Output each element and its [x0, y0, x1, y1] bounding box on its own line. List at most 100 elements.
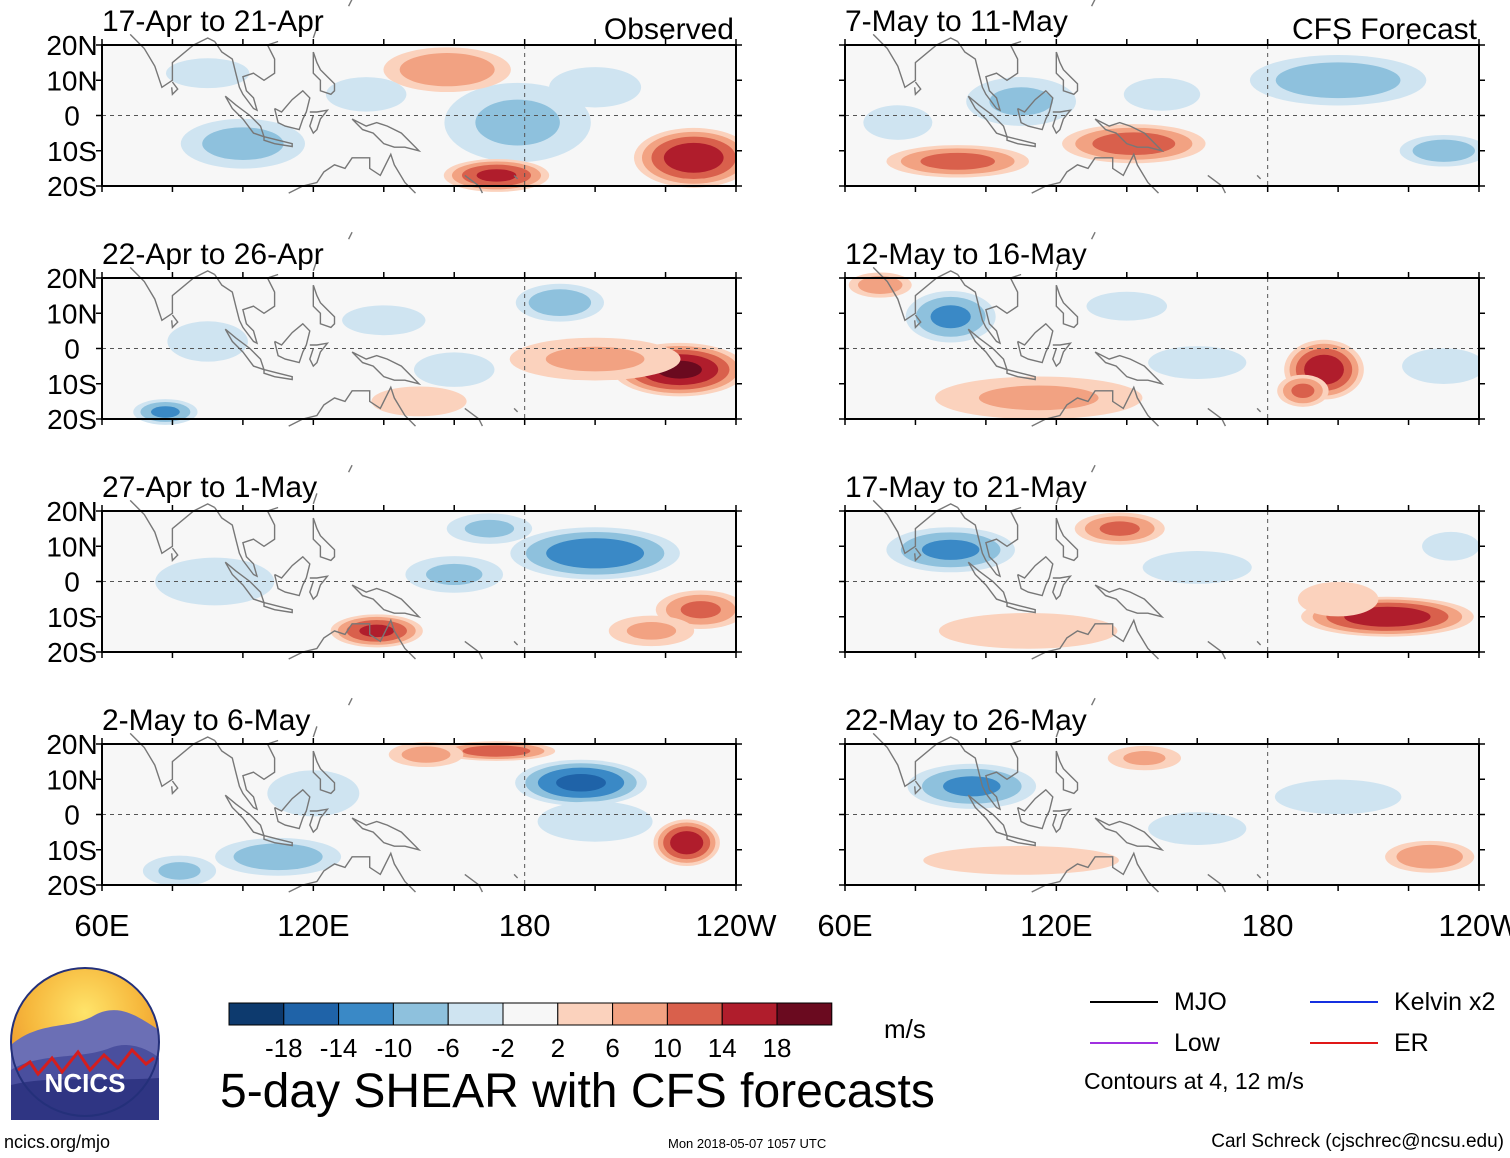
coastline: [872, 266, 959, 322]
coastline: [312, 27, 318, 39]
coastline: [1090, 0, 1096, 7]
coastline: [1006, 368, 1036, 381]
column-header: CFS Forecast: [1292, 13, 1478, 46]
coastline: [1055, 517, 1079, 562]
coastline: [273, 788, 311, 830]
coastline: [1055, 27, 1061, 39]
coastline: [273, 555, 311, 597]
credit: Carl Schreck (cjschrec@ncsu.edu): [1211, 1131, 1504, 1152]
shear-anomaly-contour: [528, 289, 592, 317]
y-tick-label: 20N: [46, 496, 97, 527]
coastline: [312, 493, 318, 505]
coastline: [1094, 584, 1165, 619]
colorbar-tick-label: 14: [708, 1033, 737, 1063]
x-tick-label: 120E: [1020, 908, 1092, 943]
coastline: [309, 575, 330, 601]
shear-anomaly-contour: [464, 519, 515, 538]
site-link[interactable]: ncics.org/mjo: [4, 1132, 111, 1152]
panel: 20N 10N 0 10S 20S 2-May to 6-May: [46, 697, 742, 901]
panel-period-label: 12-May to 16-May: [845, 238, 1087, 271]
colorbar: -18 -14 -10 -6 -2 2 6 10 14 18: [228, 1002, 833, 1063]
shear-anomaly-contour: [626, 622, 677, 640]
coastline: [263, 834, 293, 847]
coastline: [214, 739, 279, 811]
shear-anomaly-contour: [1148, 812, 1247, 845]
coastline: [171, 314, 179, 329]
shear-anomaly-contour: [1344, 606, 1431, 627]
shear-anomaly-contour: [325, 77, 407, 112]
shear-anomaly-contour: [1099, 521, 1140, 536]
shear-anomaly-contour: [537, 801, 653, 842]
coastline: [513, 407, 519, 413]
coastline: [214, 273, 279, 345]
coastline: [347, 231, 353, 240]
y-tick-label: 10N: [46, 531, 97, 562]
legend-label-low: Low: [1174, 1029, 1220, 1057]
y-tick-label: 20S: [47, 637, 97, 668]
panel: 20N 10N 0 10S 20S 22-Apr to 26-Apr: [46, 231, 742, 435]
coastline: [309, 342, 330, 368]
coastline: [273, 89, 311, 131]
panel: 20N 10N 0 10S 20S 27-Apr to 1-May: [46, 464, 742, 668]
coastline: [872, 732, 959, 788]
colorbar-swatch: [666, 1002, 723, 1026]
coastline: [351, 817, 422, 852]
legend-swatch-mjo: [1090, 1001, 1158, 1003]
y-tick-label: 10S: [47, 835, 97, 866]
coastline: [288, 152, 416, 194]
colorbar-units: m/s: [884, 1014, 926, 1044]
coastline: [351, 584, 422, 619]
legend-swatch-er: [1310, 1042, 1378, 1044]
coastline: [1031, 851, 1159, 893]
y-tick-label: 10S: [47, 136, 97, 167]
coastline: [351, 118, 422, 153]
coastline: [914, 780, 922, 795]
y-tick-label: 0: [64, 334, 80, 365]
colorbar-swatch: [721, 1002, 778, 1026]
coastline: [1090, 697, 1096, 706]
panel-period-label: 17-May to 21-May: [845, 471, 1087, 504]
coastline: [129, 499, 216, 555]
coastline: [872, 499, 959, 555]
coastline: [1055, 726, 1061, 738]
timestamp: Mon 2018-05-07 1057 UTC: [668, 1136, 827, 1151]
shear-anomaly-contour: [462, 745, 531, 757]
shear-anomaly-contour: [1123, 77, 1201, 111]
coastline: [129, 732, 216, 788]
shear-anomaly-contour: [1291, 383, 1315, 398]
shear-anomaly-contour: [1142, 551, 1252, 584]
y-tick-label: 0: [64, 567, 80, 598]
panel-period-label: 7-May to 11-May: [845, 5, 1068, 38]
coastline: [312, 51, 336, 96]
coastline: [1016, 788, 1054, 830]
coastline: [1256, 873, 1262, 879]
coastline: [914, 547, 922, 562]
shear-anomaly-contour: [413, 352, 495, 387]
coastline: [288, 385, 416, 427]
x-tick-label: 120W: [696, 908, 778, 943]
y-tick-label: 10N: [46, 764, 97, 795]
colorbar-tick-label: 10: [653, 1033, 682, 1063]
shear-anomaly-contour: [1275, 62, 1401, 99]
y-tick-label: 0: [64, 101, 80, 132]
coastline: [171, 81, 179, 96]
shear-anomaly-contour: [202, 127, 284, 160]
coastline: [1256, 407, 1262, 413]
ncics-logo: NCICS: [10, 967, 160, 1120]
coastline: [1055, 750, 1079, 795]
y-tick-label: 20N: [46, 729, 97, 760]
coastline: [957, 739, 1022, 811]
panel-period-label: 27-Apr to 1-May: [102, 471, 317, 504]
coastline: [957, 40, 1022, 112]
coastline: [312, 726, 318, 738]
coastline: [1094, 118, 1165, 153]
x-tick-label: 180: [1242, 908, 1294, 943]
logo-text: NCICS: [45, 1068, 126, 1098]
coastline: [914, 314, 922, 329]
coastline: [171, 780, 179, 795]
shear-anomaly-contour: [342, 305, 426, 336]
coastline: [957, 273, 1022, 345]
coastline: [1055, 493, 1061, 505]
y-tick-label: 10N: [46, 298, 97, 329]
shear-anomaly-contour: [167, 321, 248, 362]
